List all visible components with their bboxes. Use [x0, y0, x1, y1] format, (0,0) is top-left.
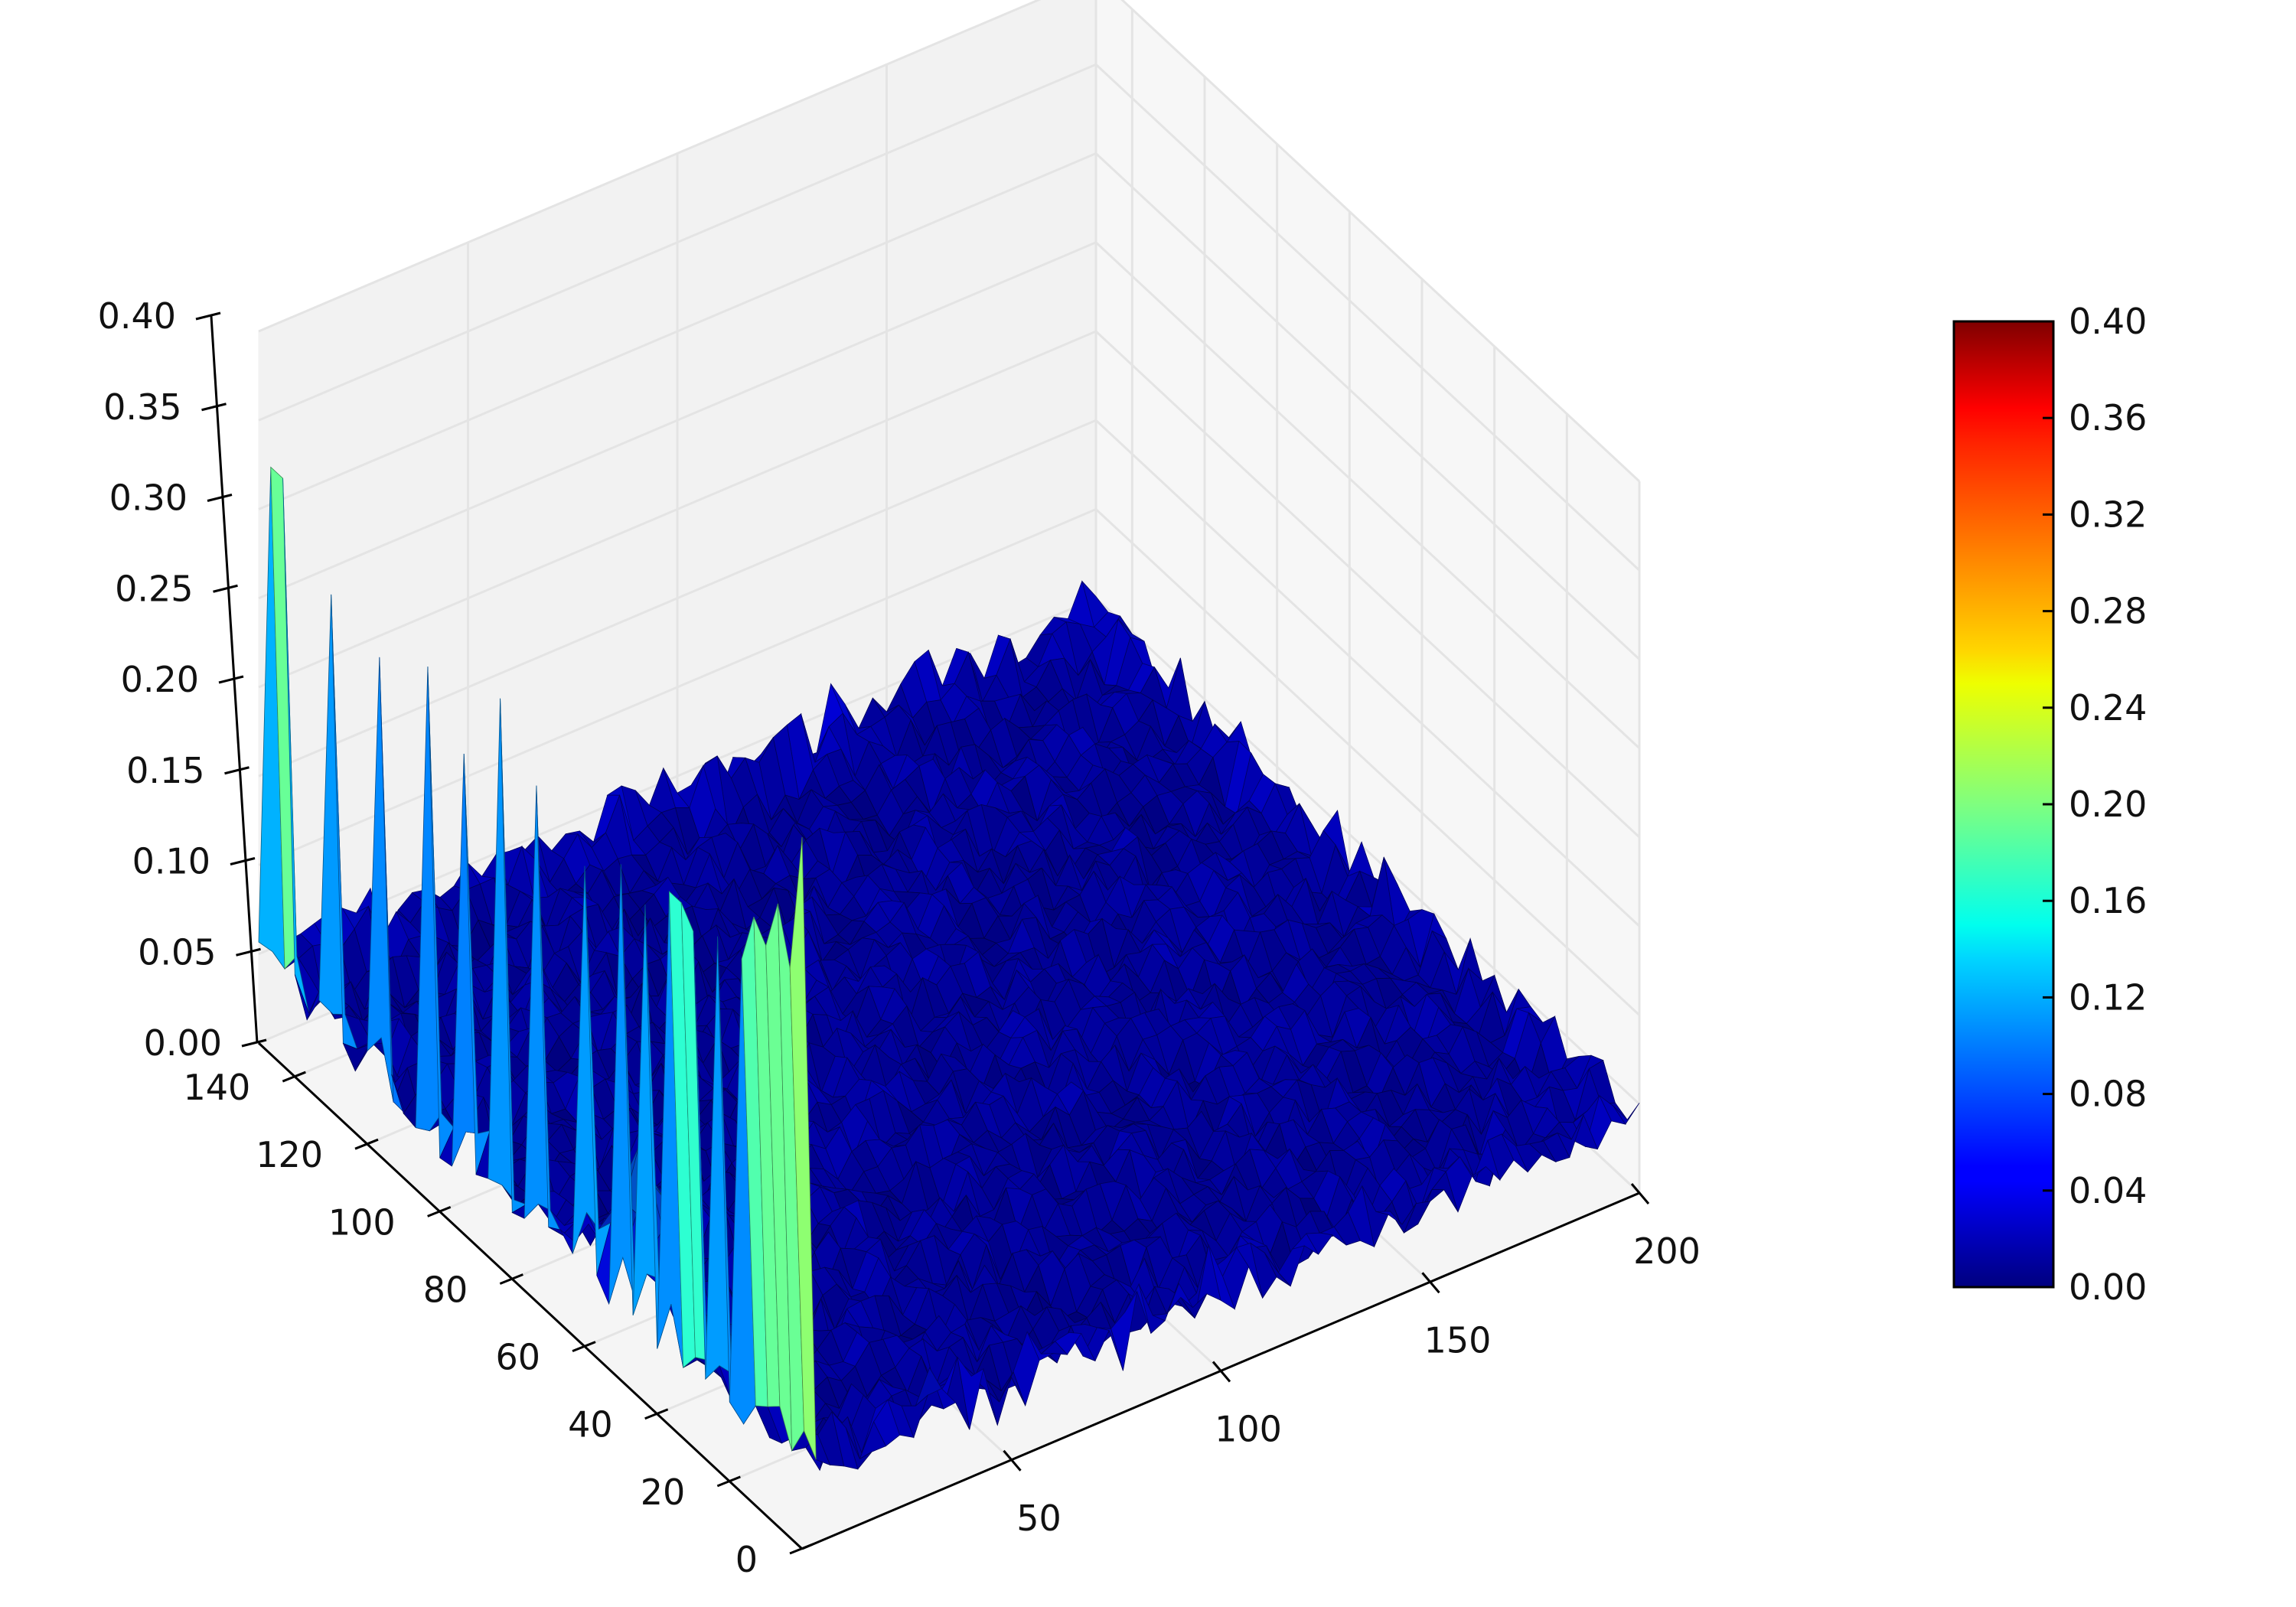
- colorbar-tick-label: 0.08: [2069, 1074, 2147, 1115]
- colorbar-tick-label: 0.24: [2069, 687, 2147, 729]
- y-tick-label: 100: [328, 1201, 396, 1243]
- y-tick-label: 0: [735, 1539, 758, 1580]
- gridline-z-side: [1094, 152, 1641, 660]
- colorbar-tick-label: 0.00: [2069, 1266, 2147, 1308]
- y-tick-label: 80: [423, 1269, 468, 1310]
- z-tick-label: 0.00: [144, 1022, 222, 1064]
- z-tick-label: 0.10: [132, 841, 210, 882]
- y-tick-mark: [572, 1341, 596, 1352]
- y-tick-mark: [499, 1273, 523, 1285]
- z-tick-label: 0.20: [121, 659, 199, 700]
- surface-facet: [789, 836, 817, 1460]
- y-tick-label: 120: [256, 1134, 323, 1175]
- x-tick-mark: [1212, 1361, 1231, 1383]
- x-tick-label: 100: [1215, 1409, 1282, 1450]
- z-tick-mark: [230, 857, 256, 865]
- gridline-z-side: [1120, 0, 1641, 483]
- colorbar-gradient: [1952, 320, 2055, 1289]
- colorbar-tick-label: 0.36: [2069, 397, 2147, 438]
- colorbar-ticks: 0.00 0.04 0.08 0.12 0.16 0.20 0.24 0.28 0.32 0.36…: [2043, 301, 2147, 1308]
- z-tick-label: 0.15: [126, 750, 204, 791]
- z-tick-label: 0.25: [115, 568, 193, 609]
- y-tick-label: 20: [641, 1472, 686, 1513]
- surface-mesh: [258, 466, 1640, 1472]
- colorbar-tick-label: 0.12: [2069, 976, 2147, 1018]
- z-tick-mark: [201, 403, 227, 412]
- z-tick-label: 0.30: [109, 478, 188, 519]
- y-tick-label: 60: [495, 1337, 540, 1378]
- gridline-z-side: [1094, 64, 1641, 572]
- colorbar-tick-label: 0.28: [2069, 591, 2147, 632]
- y-tick-label: 40: [568, 1404, 613, 1446]
- x-tick-label: 50: [1016, 1498, 1062, 1539]
- y-tick-mark: [427, 1205, 452, 1217]
- z-tick-label: 0.05: [138, 931, 216, 973]
- colorbar-tick-label: 0.40: [2069, 301, 2147, 342]
- colorbar: 0.00 0.04 0.08 0.12 0.16 0.20 0.24 0.28 0.32 0.36…: [1952, 301, 2147, 1308]
- y-tick-mark: [716, 1475, 741, 1488]
- z-tick-mark: [218, 675, 244, 684]
- axes: 501001502000204060801001201400.000.050.1…: [98, 295, 1701, 1580]
- z-tick-label: 0.40: [98, 295, 176, 337]
- z-tick-mark: [195, 311, 221, 321]
- y-tick-mark: [354, 1138, 379, 1150]
- z-tick-mark: [224, 766, 249, 775]
- gridline-z-side: [1094, 241, 1641, 749]
- gridline-z-side: [1094, 419, 1641, 927]
- z-tick-mark: [236, 947, 261, 957]
- y-tick-mark: [789, 1543, 814, 1555]
- z-tick-label: 0.35: [103, 386, 181, 428]
- x-tick-mark: [1421, 1272, 1440, 1294]
- z-tick-mark: [213, 584, 238, 593]
- gridline-z-side: [1094, 508, 1641, 1016]
- x-tick-label: 200: [1633, 1231, 1701, 1272]
- z-tick-mark: [207, 494, 233, 502]
- colorbar-tick-label: 0.04: [2069, 1170, 2147, 1211]
- y-tick-mark: [644, 1408, 669, 1420]
- colorbar-tick-label: 0.20: [2069, 784, 2147, 825]
- gridline-z-side: [1094, 330, 1641, 839]
- colorbar-tick-label: 0.32: [2069, 494, 2147, 535]
- y-tick-mark: [282, 1071, 306, 1083]
- y-axis-line: [257, 1041, 804, 1550]
- x-tick-mark: [1003, 1449, 1022, 1472]
- x-tick-label: 150: [1424, 1319, 1492, 1361]
- z-tick-mark: [241, 1038, 267, 1048]
- y-tick-label: 140: [184, 1067, 251, 1108]
- x-tick-mark: [1630, 1183, 1650, 1204]
- colorbar-tick-label: 0.16: [2069, 880, 2147, 921]
